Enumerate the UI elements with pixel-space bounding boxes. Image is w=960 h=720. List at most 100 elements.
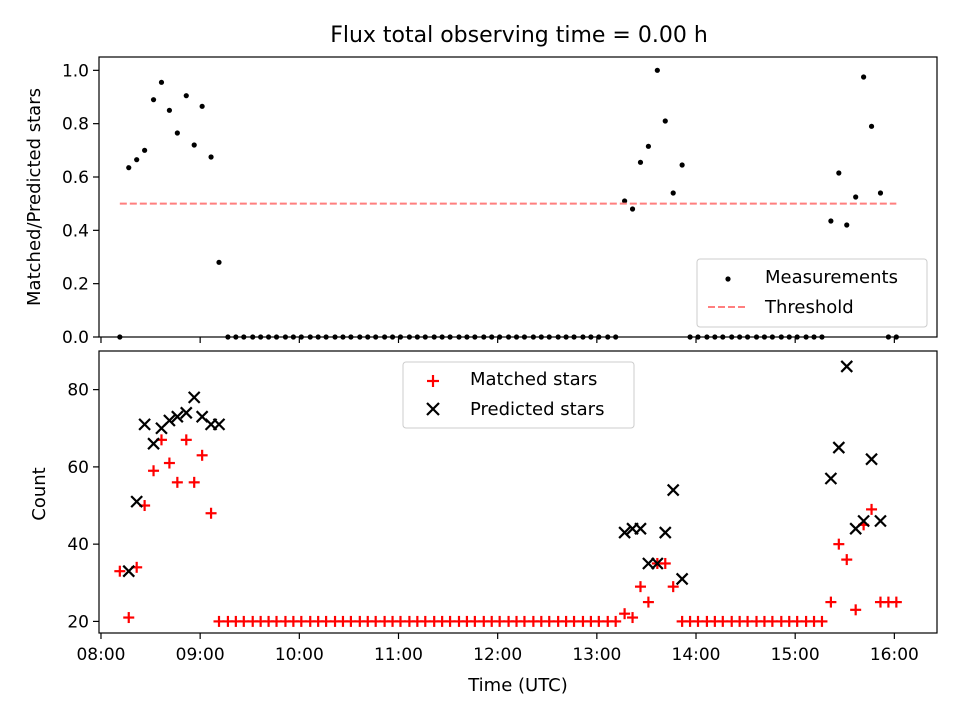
matched-star-point	[148, 465, 160, 477]
predicted-star-point	[130, 495, 143, 508]
predicted-star-point	[874, 514, 887, 528]
y-tick-label: 0.8	[62, 115, 89, 135]
x-tick-label: 14:00	[672, 645, 721, 665]
top-x-ticks	[100, 337, 895, 343]
top-plot-marks	[117, 67, 899, 340]
matched-star-point	[627, 612, 639, 624]
matched-star-point	[642, 596, 654, 608]
matched-star-point	[816, 615, 828, 627]
bottom-axes-frame	[98, 350, 938, 634]
matched-star-point	[180, 434, 192, 446]
predicted-star-point	[824, 472, 838, 485]
measurement-point	[174, 130, 180, 136]
predicted-star-point	[618, 526, 631, 539]
matched-star-point	[667, 581, 679, 593]
predicted-star-point	[840, 360, 854, 373]
predicted-star-point	[634, 522, 647, 535]
x-tick-label: 09:00	[176, 645, 225, 665]
x-tick-label: 15:00	[771, 645, 820, 665]
y-tick-label: 40	[67, 535, 89, 555]
predicted-star-point	[651, 557, 664, 570]
measurement-point	[853, 194, 859, 200]
measurement-point	[199, 103, 205, 109]
bottom-legend: Matched stars Predicted stars	[402, 361, 635, 429]
top-legend: Measurements Threshold	[696, 258, 928, 328]
top-y-axis-label: Matched/Predicted stars	[24, 88, 45, 306]
predicted-star-point	[666, 483, 680, 497]
measurement-point	[166, 107, 173, 113]
measurement-point	[637, 159, 644, 165]
top-subplot: 0.0 0.2 0.4 0.6 0.8 1.0 Matched/Predicted sta…	[24, 56, 938, 348]
x-tick-label: 12:00	[473, 645, 522, 665]
matched-star-point	[833, 538, 845, 550]
measurement-point	[142, 147, 148, 153]
matched-star-point	[205, 507, 217, 519]
top-legend-box	[696, 258, 928, 328]
y-tick-label: 0.2	[62, 275, 89, 295]
predicted-star-point	[171, 410, 184, 423]
x-tick-label: 13:00	[572, 645, 621, 665]
x-tick-label: 16:00	[870, 645, 919, 665]
predicted-star-point	[857, 514, 870, 528]
y-tick-label: 20	[67, 612, 89, 632]
predicted-star-point	[179, 406, 193, 420]
bottom-subplot: 08:00 09:00 10:00 11:00 12:00 13:00 14:00 15:00…	[29, 350, 938, 696]
legend-predicted-marker	[426, 402, 440, 416]
legend-threshold-label: Threshold	[764, 297, 854, 318]
top-y-ticks: 0.0 0.2 0.4 0.6 0.8 1.0	[62, 61, 99, 348]
measurement-point	[861, 74, 867, 80]
matched-star-point	[171, 476, 183, 488]
measurement-point	[216, 259, 222, 265]
legend-predicted-label: Predicted stars	[470, 399, 604, 420]
matched-star-point	[890, 596, 902, 608]
predicted-star-point	[865, 452, 878, 466]
predicted-star-point	[658, 526, 672, 539]
matched-star-point	[634, 581, 646, 593]
predicted-star-point	[163, 414, 176, 427]
bottom-y-ticks: 20 40 60 80	[67, 381, 99, 632]
predicted-star-point	[147, 437, 160, 450]
measurement-point	[150, 97, 157, 103]
matched-star-point	[866, 503, 878, 515]
matched-star-point	[659, 557, 671, 569]
measurement-point	[836, 170, 842, 176]
legend-matched-label: Matched stars	[470, 369, 597, 390]
x-axis-label: Time (UTC)	[467, 675, 568, 696]
measurement-point	[670, 190, 676, 196]
measurement-point	[134, 157, 140, 163]
matched-star-point	[619, 608, 631, 620]
x-tick-label: 10:00	[275, 645, 324, 665]
matched-star-point	[163, 457, 175, 469]
predicted-star-point	[187, 391, 201, 404]
y-tick-label: 0.0	[62, 328, 89, 348]
legend-matched-marker	[427, 375, 439, 387]
bottom-plot-marks	[114, 360, 902, 627]
measurement-point	[622, 198, 628, 204]
measurement-point	[191, 142, 197, 148]
measurement-point	[844, 222, 850, 228]
measurement-point	[126, 165, 132, 171]
y-tick-label: 60	[67, 458, 89, 478]
measurement-point	[208, 154, 214, 160]
measurement-point	[868, 123, 875, 129]
predicted-star-point	[122, 564, 136, 578]
predicted-star-point	[642, 557, 655, 570]
y-tick-label: 80	[67, 381, 89, 401]
measurement-point	[877, 190, 884, 196]
measurement-point	[645, 143, 652, 149]
x-tick-label: 08:00	[76, 645, 125, 665]
matched-star-point	[114, 565, 126, 577]
matched-star-point	[610, 615, 622, 627]
measurement-point	[654, 67, 660, 73]
matched-star-point	[850, 604, 862, 616]
legend-measurements-marker	[725, 276, 731, 282]
y-tick-label: 0.6	[62, 168, 89, 188]
predicted-star-point	[212, 418, 226, 431]
measurement-point	[679, 162, 685, 168]
measurement-point	[828, 218, 834, 224]
y-tick-label: 0.4	[62, 221, 89, 241]
measurement-point	[183, 93, 189, 99]
bottom-legend-box	[402, 361, 635, 429]
predicted-star-point	[832, 441, 846, 454]
